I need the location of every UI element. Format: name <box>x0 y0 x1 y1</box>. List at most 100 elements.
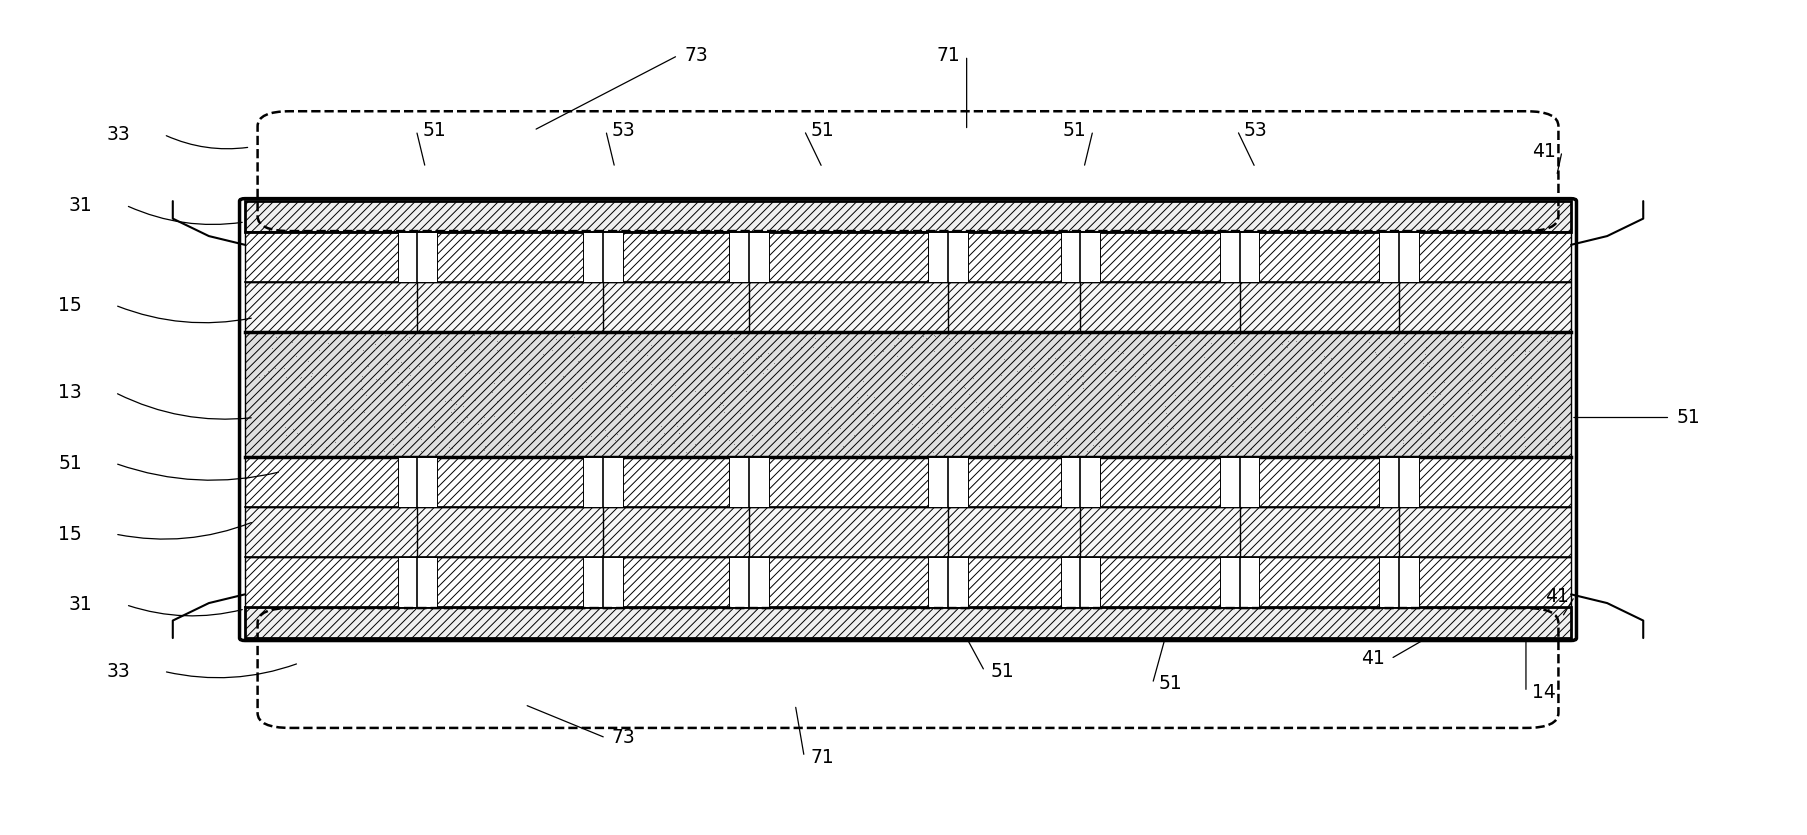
Bar <box>246 457 1570 507</box>
Point <box>370 444 399 458</box>
Point <box>369 374 398 387</box>
Point <box>661 357 690 370</box>
Point <box>1484 427 1512 440</box>
Point <box>1484 393 1512 407</box>
Point <box>849 374 878 387</box>
Bar <box>1220 557 1259 607</box>
Point <box>974 400 1003 413</box>
Point <box>437 393 466 407</box>
Point <box>1408 443 1437 456</box>
Bar <box>728 231 768 282</box>
Point <box>1502 343 1531 357</box>
Point <box>1500 348 1529 362</box>
Point <box>387 406 416 419</box>
Point <box>987 369 1016 382</box>
Point <box>679 444 708 458</box>
Point <box>1390 337 1418 350</box>
Point <box>1218 380 1247 393</box>
Point <box>264 331 293 345</box>
Point <box>1516 372 1545 385</box>
Point <box>1084 444 1113 458</box>
Point <box>1119 403 1147 417</box>
Point <box>477 386 506 399</box>
Point <box>560 331 589 344</box>
Point <box>730 397 759 411</box>
Point <box>884 396 913 409</box>
Point <box>593 429 622 443</box>
Point <box>696 424 725 438</box>
Point <box>896 340 925 353</box>
Point <box>1113 396 1142 409</box>
Point <box>969 406 997 419</box>
Bar <box>584 231 623 282</box>
Point <box>1290 426 1319 439</box>
Point <box>1545 420 1574 433</box>
Bar <box>1061 557 1100 607</box>
Point <box>1070 418 1099 432</box>
Point <box>913 331 941 345</box>
Point <box>1299 412 1328 426</box>
Point <box>815 372 844 385</box>
Text: 51: 51 <box>810 121 835 140</box>
Point <box>1502 412 1531 426</box>
Point <box>1415 407 1444 421</box>
Point <box>1469 440 1498 453</box>
Point <box>396 368 425 382</box>
Point <box>419 419 448 433</box>
Point <box>296 437 325 450</box>
Point <box>1144 344 1173 357</box>
Point <box>320 402 349 416</box>
Point <box>542 332 571 346</box>
Point <box>1484 407 1512 420</box>
Point <box>681 437 710 450</box>
Bar <box>1061 457 1100 507</box>
Point <box>320 435 349 448</box>
Point <box>349 406 378 419</box>
Point <box>1438 409 1467 423</box>
Point <box>1111 362 1140 375</box>
Point <box>1079 438 1108 452</box>
Point <box>1043 438 1072 452</box>
Point <box>779 378 808 392</box>
Point <box>728 363 757 377</box>
Point <box>1409 357 1438 370</box>
Point <box>1081 357 1109 371</box>
Point <box>360 352 389 366</box>
Point <box>358 328 387 342</box>
Point <box>1305 382 1334 396</box>
Point <box>1413 389 1442 402</box>
Point <box>475 428 504 441</box>
Point <box>336 355 365 368</box>
Point <box>1039 435 1068 448</box>
Point <box>990 352 1019 366</box>
Point <box>1375 337 1404 350</box>
Point <box>1381 396 1409 409</box>
Point <box>576 377 605 390</box>
Point <box>835 400 864 413</box>
Point <box>1216 379 1245 392</box>
Point <box>1012 420 1041 433</box>
Point <box>1250 362 1279 375</box>
Point <box>1249 421 1278 434</box>
Point <box>1484 343 1512 357</box>
Point <box>1348 428 1377 441</box>
Point <box>450 343 479 357</box>
Point <box>484 365 513 378</box>
Point <box>1175 393 1203 407</box>
Point <box>925 399 954 412</box>
Point <box>932 418 961 432</box>
Point <box>1214 415 1243 428</box>
Point <box>905 378 934 392</box>
Point <box>1133 417 1162 430</box>
Point <box>1346 354 1375 367</box>
Point <box>1016 365 1044 378</box>
Point <box>1297 398 1326 412</box>
Point <box>1115 447 1144 460</box>
Point <box>1301 420 1330 433</box>
Point <box>891 366 920 379</box>
Point <box>271 446 300 459</box>
Point <box>289 423 318 437</box>
Point <box>1238 442 1267 455</box>
Point <box>1502 383 1531 397</box>
Point <box>1532 335 1561 348</box>
